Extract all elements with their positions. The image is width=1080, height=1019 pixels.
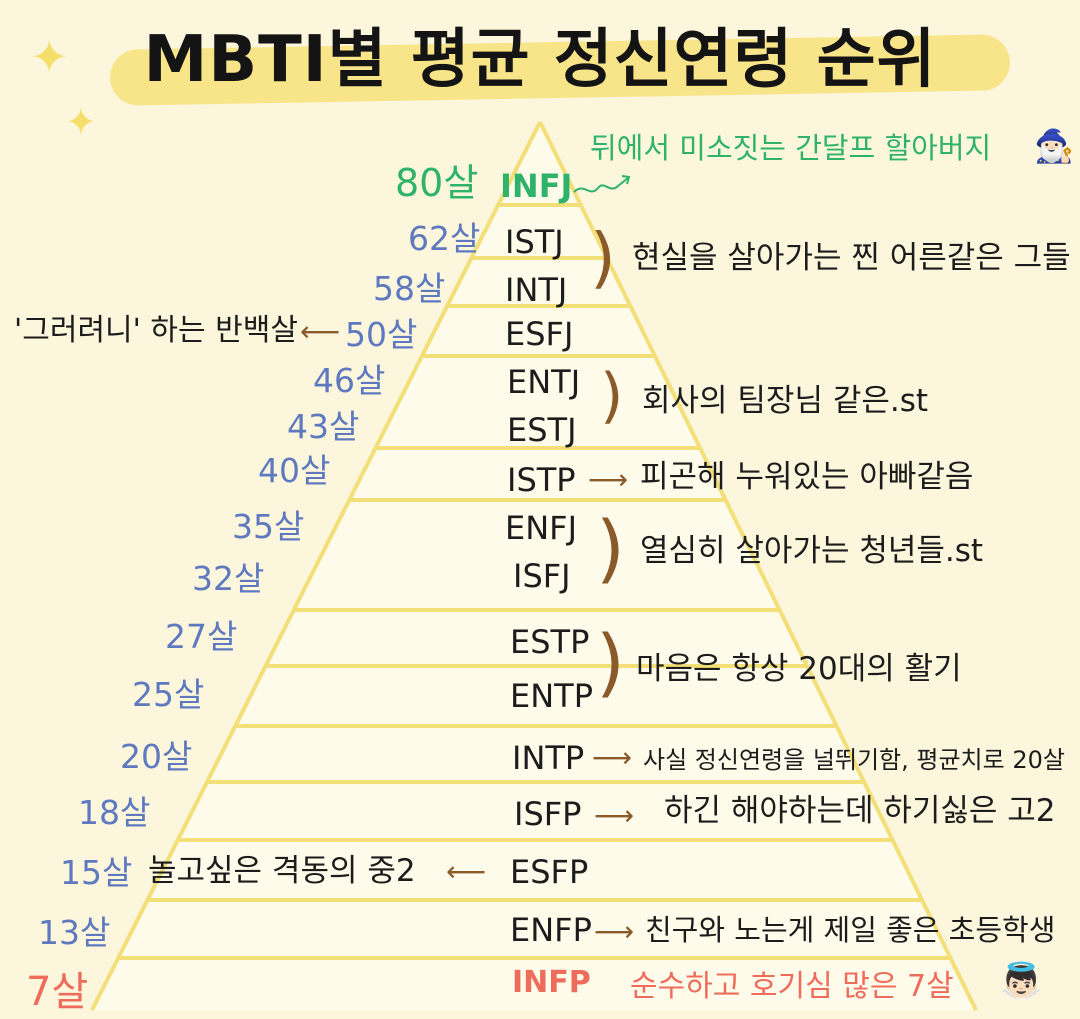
- age-esfj: 50살: [345, 315, 418, 354]
- age-istp: 40살: [258, 451, 331, 490]
- mbti-entj: ENTJ: [507, 363, 581, 401]
- group-desc-g3: 열심히 살아가는 청년들.st: [640, 533, 984, 569]
- age-istj: 62살: [408, 219, 481, 258]
- mbti-isfj: ISFJ: [513, 557, 571, 595]
- desc-isfp: 하긴 해야하는데 하기싫은 고2: [664, 793, 1056, 829]
- page-title: MBTI별 평균 정신연령 순위: [143, 23, 937, 97]
- desc-intp: 사실 정신연령을 널뛰기함, 평균치로 20살: [643, 746, 1065, 774]
- mbti-infj: INFJ: [500, 167, 573, 205]
- age-isfj: 32살: [192, 559, 265, 598]
- pyramid-edges: [90, 121, 978, 1011]
- age-intj: 58살: [373, 269, 446, 308]
- mbti-istj: ISTJ: [505, 223, 564, 261]
- sparkle-icon: ✦: [65, 100, 97, 144]
- group-desc-g1: 현실을 살아가는 찐 어른같은 그들: [632, 240, 1071, 276]
- arrow-right-icon: ⟶: [594, 799, 635, 832]
- pyramid-tier-lines: [118, 203, 951, 960]
- age-infp: 7살: [26, 969, 89, 1015]
- curly-arrow-icon: [573, 175, 631, 193]
- arrow-left-icon: ⟵: [446, 855, 487, 888]
- mbti-entp: ENTP: [510, 677, 593, 715]
- age-infj: 80살: [395, 161, 479, 205]
- wizard-emoji-icon: 🧙🏻‍♂️: [1034, 127, 1074, 165]
- mbti-esfp: ESFP: [510, 853, 589, 891]
- group-brace-icon: ): [600, 361, 624, 431]
- age-enfp: 13살: [38, 913, 111, 952]
- group-brace-icon: ): [596, 506, 625, 592]
- group-brace-icon: ): [590, 219, 616, 296]
- age-estp: 27살: [165, 617, 238, 656]
- pyramid-fill: [92, 122, 976, 1010]
- title-block: MBTI별 평균 정신연령 순위: [0, 0, 1080, 120]
- age-esfp: 15살: [60, 853, 133, 892]
- group-desc-g2: 회사의 팀장님 같은.st: [642, 383, 929, 419]
- desc-infj: 뒤에서 미소짓는 간달프 할아버지: [590, 131, 992, 165]
- mbti-enfp: ENFP: [510, 911, 592, 949]
- age-entp: 25살: [132, 675, 205, 714]
- desc-enfp: 친구와 노는게 제일 좋은 초등학생: [645, 913, 1056, 947]
- arrow-right-icon: ⟶: [588, 463, 629, 496]
- age-enfj: 35살: [232, 507, 305, 546]
- group-desc-g4: 마음은 항상 20대의 활기: [636, 651, 962, 687]
- desc-istp: 피곤해 누워있는 아빠같음: [640, 459, 974, 495]
- desc-esfp: 놀고싶은 격동의 중2: [148, 853, 416, 889]
- mbti-esfj: ESFJ: [505, 315, 574, 353]
- desc-infp: 순수하고 호기심 많은 7살: [630, 969, 954, 1004]
- mbti-istp: ISTP: [507, 461, 576, 499]
- arrow-right-icon: ⟶: [594, 915, 635, 948]
- age-intp: 20살: [120, 737, 193, 776]
- age-entj: 46살: [313, 361, 386, 400]
- age-isfp: 18살: [78, 793, 151, 832]
- mbti-enfj: ENFJ: [505, 509, 577, 547]
- age-estj: 43살: [287, 407, 360, 446]
- mbti-estp: ESTP: [510, 623, 590, 661]
- sparkle-icon: ✦: [30, 30, 69, 84]
- arrow-left-icon: ⟵: [300, 315, 341, 348]
- desc-esfj: '그러려니' 하는 반백살: [14, 313, 298, 348]
- mbti-isfp: ISFP: [514, 795, 582, 833]
- mbti-intj: INTJ: [505, 271, 568, 309]
- arrow-right-icon: ⟶: [592, 741, 633, 774]
- group-brace-icon: ): [596, 620, 625, 706]
- mbti-infp: INFP: [512, 965, 591, 1000]
- mbti-estj: ESTJ: [507, 411, 577, 449]
- mbti-intp: INTP: [512, 739, 585, 777]
- angel-emoji-icon: 👼🏻: [1000, 961, 1043, 1001]
